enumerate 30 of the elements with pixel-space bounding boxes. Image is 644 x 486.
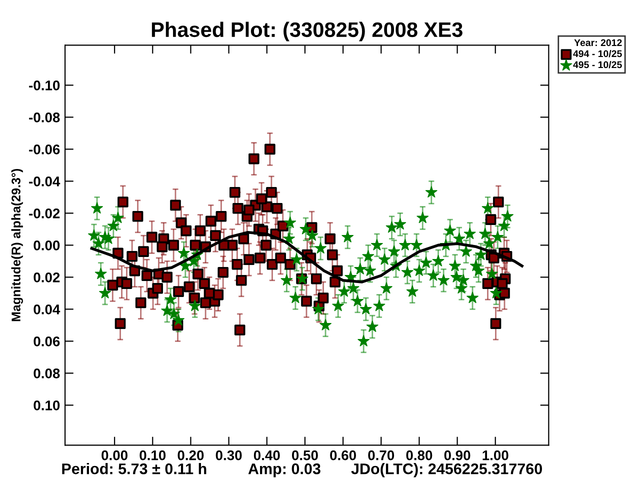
- x-tick-label: 0.30: [216, 450, 242, 460]
- legend-label: 495 - 10/25: [573, 60, 622, 68]
- y-tick-label: -0.06: [29, 144, 60, 154]
- text: JDo(LTC): 2456225.317760: [351, 463, 542, 478]
- x-tick-label: 0.20: [178, 450, 204, 460]
- x-tick-label: 1.00: [482, 450, 508, 460]
- chart-title: Phased Plot: (330825) 2008 XE3: [152, 22, 462, 42]
- x-tick-label: 0.00: [102, 450, 128, 460]
- y-tick-label: 0.06: [34, 336, 60, 346]
- y-tick-label: -0.04: [29, 176, 60, 186]
- y-tick-label: -0.10: [29, 80, 60, 90]
- legend-title: Year: 2012: [574, 39, 622, 46]
- y-tick-label: 0.02: [34, 272, 60, 282]
- y-tick-label: 0.00: [34, 240, 60, 250]
- text: Period: 5.73 ± 0.11 h: [62, 463, 206, 474]
- x-tick-label: 0.90: [444, 450, 470, 460]
- text: Amp: 0.03: [248, 463, 320, 478]
- x-tick-label: 0.80: [406, 450, 432, 460]
- legend-label: 494 - 10/25: [573, 50, 622, 58]
- x-tick-label: 0.50: [292, 450, 318, 460]
- y-tick-label: 0.10: [34, 400, 60, 410]
- y-tick-label: -0.08: [29, 112, 60, 122]
- y-tick-label: -0.02: [29, 208, 60, 218]
- y-axis-title: Magnitude(R) alpha(29.3°): [11, 168, 23, 322]
- y-tick-label: 0.04: [34, 304, 60, 314]
- x-tick-label: 0.40: [254, 450, 280, 460]
- x-tick-label: 0.10: [140, 450, 166, 460]
- x-tick-label: 0.70: [368, 450, 394, 460]
- y-tick-label: 0.08: [34, 368, 60, 378]
- x-tick-label: 0.60: [330, 450, 356, 460]
